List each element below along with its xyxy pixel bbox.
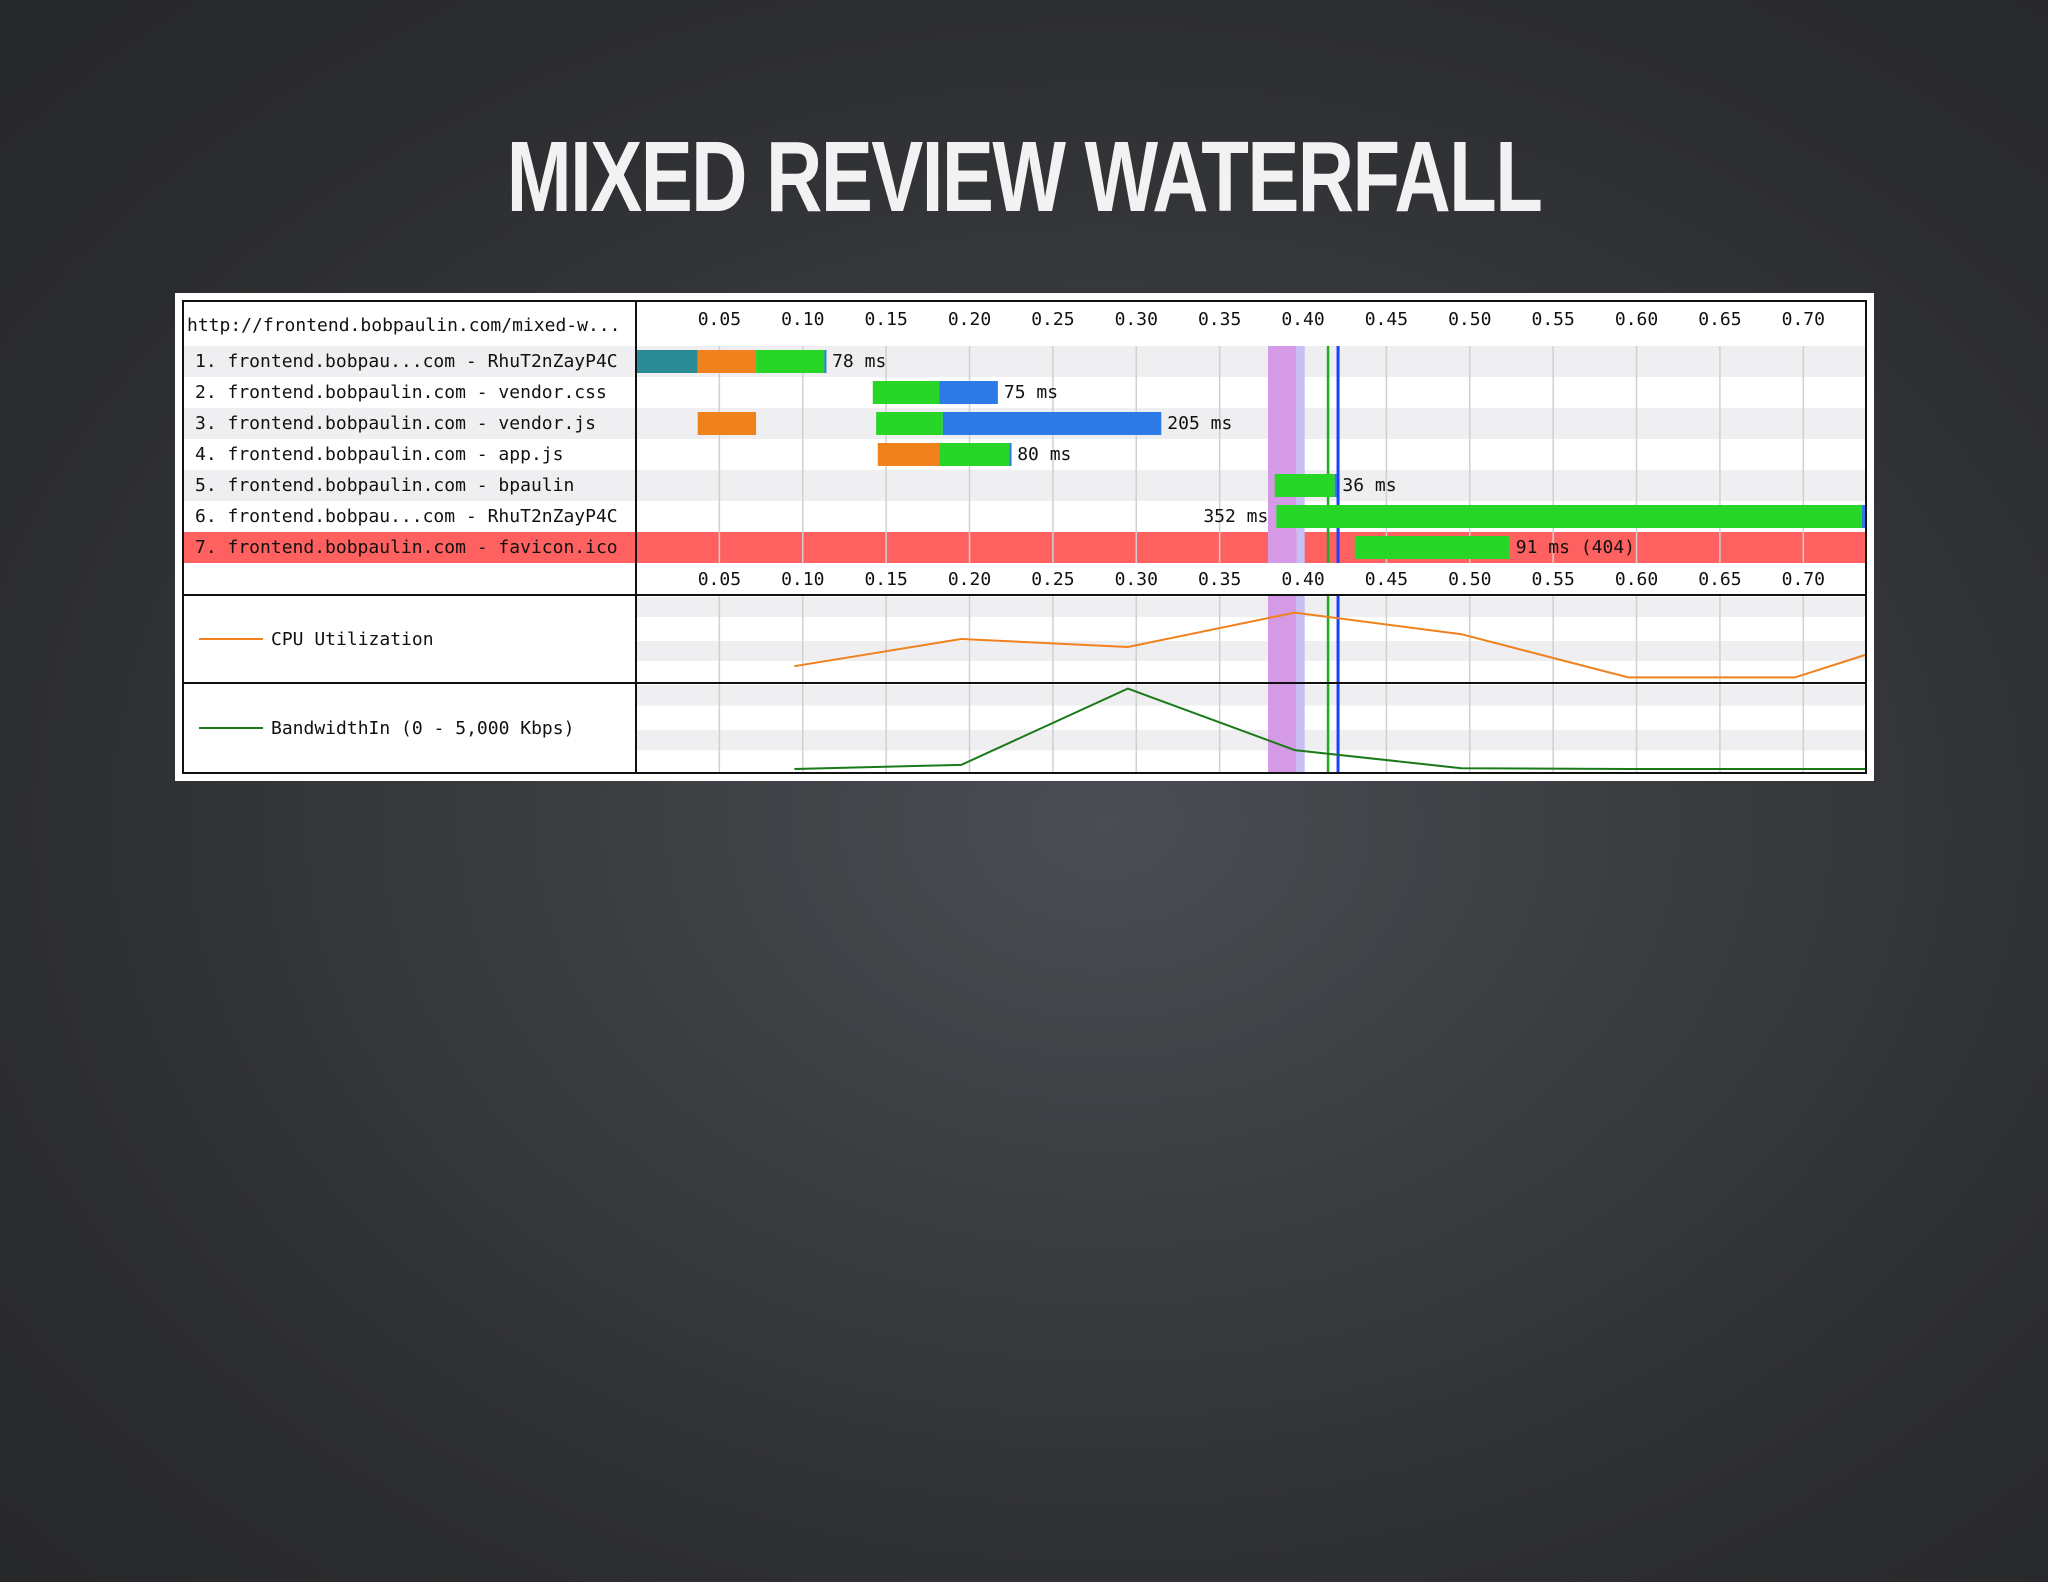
request-bar-ttfb	[1274, 474, 1335, 497]
request-bar-download	[942, 412, 1162, 435]
request-bar-ttfb	[1276, 505, 1862, 528]
panel-stripe	[636, 685, 1865, 706]
request-bar-download	[939, 381, 998, 404]
x-tick-label: 0.30	[1115, 309, 1158, 330]
request-time-label: 352 ms	[1203, 506, 1268, 527]
request-bar-ttfb	[876, 412, 943, 435]
x-tick-label: 0.45	[1365, 569, 1408, 590]
row-stripes	[183, 346, 1866, 751]
x-tick-label: 0.05	[698, 569, 741, 590]
x-tick-label: 0.55	[1531, 569, 1574, 590]
request-time-label: 78 ms	[832, 351, 886, 372]
request-bar-ttfb	[1354, 536, 1510, 559]
x-tick-label: 0.35	[1198, 309, 1241, 330]
row-background	[183, 532, 1866, 563]
x-tick-label: 0.65	[1698, 569, 1741, 590]
x-tick-label: 0.10	[781, 309, 824, 330]
outer-border	[182, 300, 1867, 774]
request-label: 5. frontend.bobpaulin.com - bpaulin	[195, 475, 574, 496]
chart-borders	[182, 300, 1867, 774]
x-tick-label: 0.15	[864, 309, 907, 330]
x-tick-label: 0.70	[1782, 569, 1825, 590]
row-background	[183, 439, 1866, 470]
x-tick-label: 0.50	[1448, 569, 1491, 590]
cpu-utilization-line	[794, 611, 1866, 679]
x-tick-label: 0.20	[948, 569, 991, 590]
request-bars	[636, 350, 1865, 559]
request-time-label: 36 ms	[1342, 475, 1396, 496]
chart-text: 1. frontend.bobpau...com - RhuT2nZayP4C 7…	[187, 309, 1825, 739]
event-markers	[1268, 346, 1340, 773]
slide-title: MIXED REVIEW WATERFALL	[506, 121, 1543, 233]
x-tick-label: 0.65	[1698, 309, 1741, 330]
x-tick-label: 0.45	[1365, 309, 1408, 330]
request-label: 1. frontend.bobpau...com - RhuT2nZayP4C	[195, 351, 618, 372]
cpu-legend-label: CPU Utilization	[271, 629, 434, 650]
request-time-label: 205 ms	[1167, 413, 1232, 434]
x-tick-label: 0.20	[948, 309, 991, 330]
request-bar-download	[824, 350, 827, 373]
x-tick-label: 0.15	[864, 569, 907, 590]
panel-stripe	[636, 641, 1865, 661]
request-bar-ttfb	[756, 350, 825, 373]
request-time-label: 91 ms (404)	[1516, 537, 1635, 558]
x-tick-label: 0.60	[1615, 309, 1658, 330]
request-bar-connect	[697, 412, 757, 435]
request-label: 4. frontend.bobpaulin.com - app.js	[195, 444, 563, 465]
request-bar-ttfb	[939, 443, 1010, 466]
x-tick-label: 0.10	[781, 569, 824, 590]
bandwidth-in-line	[794, 687, 1865, 770]
utilization-lines	[199, 611, 1866, 770]
waterfall-chart: 1. frontend.bobpau...com - RhuT2nZayP4C 7…	[175, 293, 1874, 781]
dom-content-loaded-marker	[1296, 346, 1305, 563]
start-render-marker	[1268, 346, 1297, 563]
request-label: 7. frontend.bobpaulin.com - favicon.ico	[195, 537, 618, 558]
x-tick-label: 0.35	[1198, 569, 1241, 590]
request-bar-download	[1334, 474, 1337, 497]
row-background	[183, 346, 1866, 377]
panel-stripe	[636, 597, 1865, 617]
request-time-label: 80 ms	[1017, 444, 1071, 465]
row-background	[183, 377, 1866, 408]
request-bar-dns	[636, 350, 698, 373]
request-bar-connect	[697, 350, 757, 373]
request-bar-download	[1009, 443, 1012, 466]
waterfall-svg: 1. frontend.bobpau...com - RhuT2nZayP4C 7…	[175, 293, 1874, 781]
x-tick-label: 0.25	[1031, 309, 1074, 330]
request-bar-ttfb	[872, 381, 940, 404]
request-bar-download	[1861, 505, 1865, 528]
x-tick-label: 0.50	[1448, 309, 1491, 330]
bandwidth-legend-label: BandwidthIn (0 - 5,000 Kbps)	[271, 718, 574, 739]
x-tick-label: 0.25	[1031, 569, 1074, 590]
x-tick-label: 0.40	[1281, 569, 1324, 590]
request-time-label: 75 ms	[1004, 382, 1058, 403]
request-label: 3. frontend.bobpaulin.com - vendor.js	[195, 413, 596, 434]
x-tick-label: 0.30	[1115, 569, 1158, 590]
request-label: 2. frontend.bobpaulin.com - vendor.css	[195, 382, 607, 403]
request-bar-connect	[877, 443, 940, 466]
x-tick-label: 0.40	[1281, 309, 1324, 330]
x-tick-label: 0.60	[1615, 569, 1658, 590]
panel-stripe	[636, 730, 1865, 751]
row-background	[183, 470, 1866, 501]
request-label: 6. frontend.bobpau...com - RhuT2nZayP4C	[195, 506, 618, 527]
x-tick-label: 0.05	[698, 309, 741, 330]
x-tick-label: 0.70	[1782, 309, 1825, 330]
page-url: http://frontend.bobpaulin.com/mixed-w...	[187, 315, 620, 336]
x-tick-label: 0.55	[1531, 309, 1574, 330]
